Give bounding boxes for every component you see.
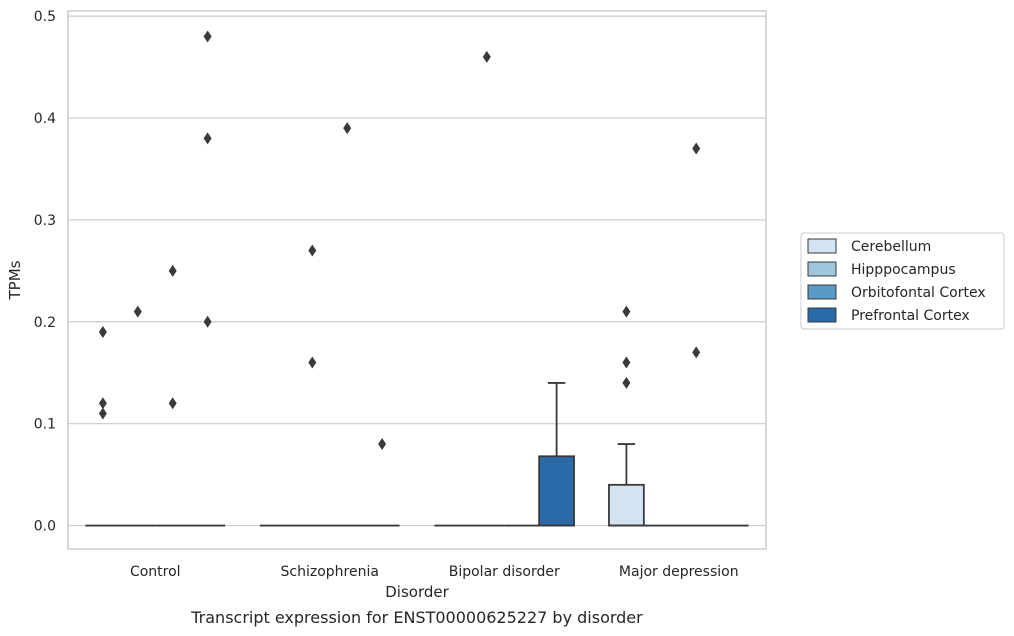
legend-label: Prefrontal Cortex bbox=[851, 308, 970, 324]
legend-swatch bbox=[807, 238, 837, 254]
outlier-point bbox=[343, 122, 352, 135]
outlier-point bbox=[203, 30, 212, 43]
outlier-point bbox=[308, 244, 317, 257]
outlier-point bbox=[168, 264, 177, 277]
box bbox=[608, 483, 645, 527]
y-tick-label: 0.5 bbox=[34, 9, 56, 25]
outlier-point bbox=[98, 407, 107, 420]
chart-caption: Transcript expression for ENST0000062522… bbox=[190, 608, 643, 627]
y-tick-label: 0.1 bbox=[34, 417, 56, 433]
y-tick-label: 0.2 bbox=[34, 315, 56, 331]
plot-area-frame bbox=[67, 10, 767, 550]
outlier-point bbox=[622, 305, 631, 318]
outlier-point bbox=[482, 50, 491, 63]
x-axis-ticks: Control Schizophrenia Bipolar disorder Majo… bbox=[130, 564, 739, 580]
legend-items: Cerebellum Hipppocampus Orbitofontal Corte… bbox=[807, 238, 986, 324]
y-axis-label: TPMs bbox=[6, 260, 24, 300]
series-hipppocampus bbox=[120, 50, 679, 527]
x-axis-label: Disorder bbox=[385, 583, 449, 601]
series-cerebellum bbox=[85, 305, 645, 527]
outlier-point bbox=[203, 315, 212, 328]
y-axis-ticks: 0.0 0.1 0.2 0.3 0.4 0.5 bbox=[34, 9, 56, 534]
legend-swatch bbox=[807, 261, 837, 277]
legend-swatch bbox=[807, 307, 837, 323]
y-tick-label: 0.3 bbox=[34, 213, 56, 229]
legend-label: Orbitofontal Cortex bbox=[851, 285, 986, 301]
legend-label: Cerebellum bbox=[851, 239, 931, 255]
outlier-point bbox=[133, 305, 142, 318]
outlier-point bbox=[98, 325, 107, 338]
x-tick-label: Control bbox=[130, 564, 181, 580]
x-tick-label: Schizophrenia bbox=[281, 564, 379, 580]
y-tick-label: 0.4 bbox=[34, 111, 56, 127]
legend: Cerebellum Hipppocampus Orbitofontal Corte… bbox=[800, 232, 1005, 330]
legend-label: Hipppocampus bbox=[851, 262, 956, 278]
series-prefrontal-cortex bbox=[190, 30, 749, 527]
x-tick-label: Bipolar disorder bbox=[449, 564, 560, 580]
outlier-point bbox=[378, 438, 387, 451]
outlier-point bbox=[98, 397, 107, 410]
outlier-point bbox=[692, 346, 701, 359]
x-tick-label: Major depression bbox=[619, 564, 739, 580]
outlier-point bbox=[308, 356, 317, 369]
legend-swatch bbox=[807, 284, 837, 300]
box bbox=[538, 455, 575, 527]
outlier-point bbox=[203, 132, 212, 145]
series-orbitofontal-cortex bbox=[155, 122, 714, 527]
outlier-point bbox=[622, 356, 631, 369]
legend-frame bbox=[800, 232, 1005, 330]
y-tick-label: 0.0 bbox=[34, 519, 56, 535]
outlier-point bbox=[622, 376, 631, 389]
outlier-point bbox=[168, 397, 177, 410]
outlier-point bbox=[692, 142, 701, 155]
boxplot-series bbox=[85, 30, 749, 527]
